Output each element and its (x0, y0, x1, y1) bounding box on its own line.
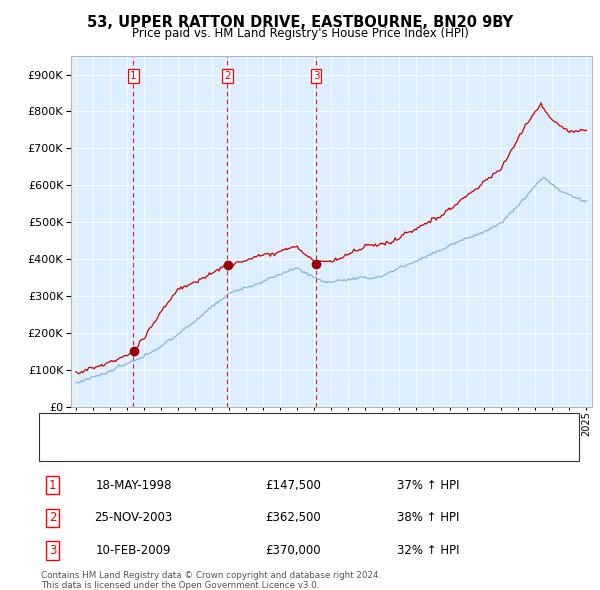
FancyBboxPatch shape (39, 413, 579, 461)
Text: 18-MAY-1998: 18-MAY-1998 (95, 478, 172, 491)
Text: £147,500: £147,500 (265, 478, 321, 491)
Text: 38% ↑ HPI: 38% ↑ HPI (397, 512, 459, 525)
Text: 25-NOV-2003: 25-NOV-2003 (94, 512, 173, 525)
Text: 2: 2 (224, 71, 230, 81)
Text: 10-FEB-2009: 10-FEB-2009 (96, 544, 171, 557)
Text: 53, UPPER RATTON DRIVE, EASTBOURNE, BN20 9BY (detached house): 53, UPPER RATTON DRIVE, EASTBOURNE, BN20… (88, 420, 469, 430)
Text: 53, UPPER RATTON DRIVE, EASTBOURNE, BN20 9BY: 53, UPPER RATTON DRIVE, EASTBOURNE, BN20… (87, 15, 513, 30)
Text: 3: 3 (313, 71, 320, 81)
Text: Price paid vs. HM Land Registry's House Price Index (HPI): Price paid vs. HM Land Registry's House … (131, 27, 469, 40)
Text: £362,500: £362,500 (265, 512, 320, 525)
Text: HPI: Average price, detached house, Eastbourne: HPI: Average price, detached house, East… (88, 443, 352, 453)
Text: 1: 1 (49, 478, 56, 491)
Text: 2: 2 (49, 512, 56, 525)
Text: 32% ↑ HPI: 32% ↑ HPI (397, 544, 459, 557)
Text: This data is licensed under the Open Government Licence v3.0.: This data is licensed under the Open Gov… (41, 581, 319, 589)
Text: £370,000: £370,000 (265, 544, 320, 557)
Text: 1: 1 (130, 71, 137, 81)
Text: 37% ↑ HPI: 37% ↑ HPI (397, 478, 459, 491)
Text: 3: 3 (49, 544, 56, 557)
Text: Contains HM Land Registry data © Crown copyright and database right 2024.: Contains HM Land Registry data © Crown c… (41, 571, 381, 579)
